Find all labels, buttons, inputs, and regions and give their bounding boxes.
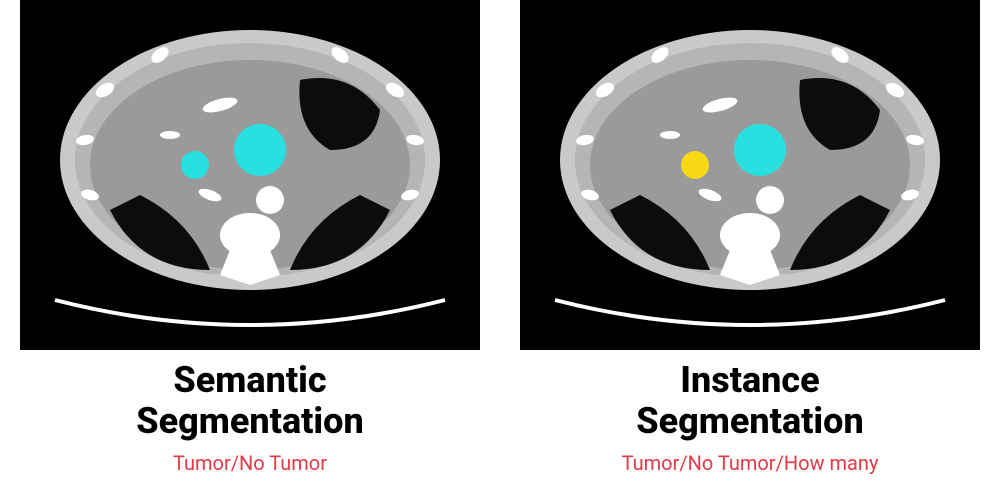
ct-scan-svg-instance [520,0,980,350]
panel-subtitle-semantic: Tumor/No Tumor [173,451,327,475]
tumor-overlay [734,124,786,176]
title-line1: Instance [680,359,819,401]
panel-instance: Instance Segmentation Tumor/No Tumor/How… [520,0,980,475]
ct-scan-svg-semantic [20,0,480,350]
ct-scan-semantic [20,0,480,350]
panel-title-semantic: Semantic Segmentation [136,360,363,443]
title-line1: Semantic [173,359,326,401]
tumor-overlay [681,151,709,179]
panel-subtitle-instance: Tumor/No Tumor/How many [622,451,879,475]
title-line2: Segmentation [136,400,363,442]
panel-title-instance: Instance Segmentation [636,360,863,443]
title-line2: Segmentation [636,400,863,442]
tumor-overlay [234,124,286,176]
ct-scan-instance [520,0,980,350]
tumor-overlay [181,151,209,179]
panel-semantic: Semantic Segmentation Tumor/No Tumor [20,0,480,475]
